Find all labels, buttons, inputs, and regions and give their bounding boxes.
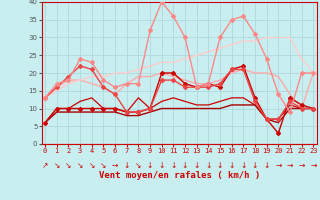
Text: ↘: ↘: [65, 161, 72, 170]
Text: ↓: ↓: [147, 161, 153, 170]
Text: ↗: ↗: [42, 161, 48, 170]
Text: ↘: ↘: [100, 161, 107, 170]
Text: ↘: ↘: [89, 161, 95, 170]
X-axis label: Vent moyen/en rafales ( km/h ): Vent moyen/en rafales ( km/h ): [99, 171, 260, 180]
Text: →: →: [287, 161, 293, 170]
Text: ↓: ↓: [252, 161, 258, 170]
Text: ↓: ↓: [217, 161, 223, 170]
Text: →: →: [275, 161, 282, 170]
Text: ↓: ↓: [228, 161, 235, 170]
Text: ↘: ↘: [135, 161, 141, 170]
Text: ↓: ↓: [170, 161, 177, 170]
Text: ↘: ↘: [53, 161, 60, 170]
Text: ↓: ↓: [158, 161, 165, 170]
Text: →: →: [310, 161, 316, 170]
Text: ↓: ↓: [194, 161, 200, 170]
Text: ↓: ↓: [240, 161, 246, 170]
Text: ↓: ↓: [182, 161, 188, 170]
Text: ↓: ↓: [205, 161, 212, 170]
Text: →: →: [299, 161, 305, 170]
Text: ↘: ↘: [77, 161, 83, 170]
Text: ↓: ↓: [263, 161, 270, 170]
Text: ↓: ↓: [124, 161, 130, 170]
Text: →: →: [112, 161, 118, 170]
